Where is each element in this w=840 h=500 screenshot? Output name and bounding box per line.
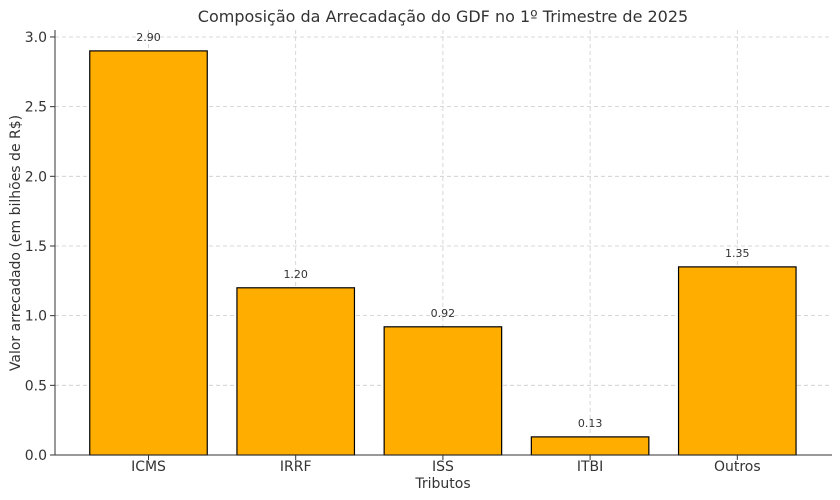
y-tick-label: 1.5 [25, 239, 47, 255]
bar-icms [89, 50, 208, 456]
x-tick-label: ICMS [131, 459, 166, 475]
data-labels: 2.90 1.20 0.92 0.13 1.35 [136, 31, 749, 430]
y-axis-label: Valor arrecadado (em bilhões de R$) [8, 115, 24, 371]
x-tick-label: Outros [714, 459, 761, 475]
x-tick-label: ITBI [577, 459, 603, 475]
x-axis-label: Tributos [414, 476, 470, 492]
bar-irrf [236, 287, 356, 456]
data-label: 2.90 [136, 31, 161, 44]
x-ticks: ICMS IRRF ISS ITBI Outros [131, 455, 761, 475]
y-tick-label: 0.0 [25, 448, 47, 464]
data-label: 0.92 [431, 307, 456, 320]
y-tick-label: 0.5 [25, 378, 47, 394]
y-tick-label: 3.0 [25, 30, 47, 46]
chart-title: Composição da Arrecadação do GDF no 1º T… [198, 7, 688, 26]
bars [89, 50, 797, 456]
data-label: 1.35 [725, 247, 750, 260]
bar-itbi [530, 436, 650, 456]
y-tick-label: 2.0 [25, 169, 47, 185]
y-tick-label: 1.0 [25, 309, 47, 325]
bar-iss [383, 326, 503, 456]
bar-outros [677, 266, 797, 456]
data-label: 1.20 [283, 268, 308, 281]
y-ticks: 0.0 0.5 1.0 1.5 2.0 2.5 3.0 [25, 30, 55, 464]
axes [54, 30, 832, 456]
data-label: 0.13 [578, 417, 603, 430]
x-tick-label: ISS [432, 459, 454, 475]
x-tick-label: IRRF [280, 459, 312, 475]
y-tick-label: 2.5 [25, 100, 47, 116]
